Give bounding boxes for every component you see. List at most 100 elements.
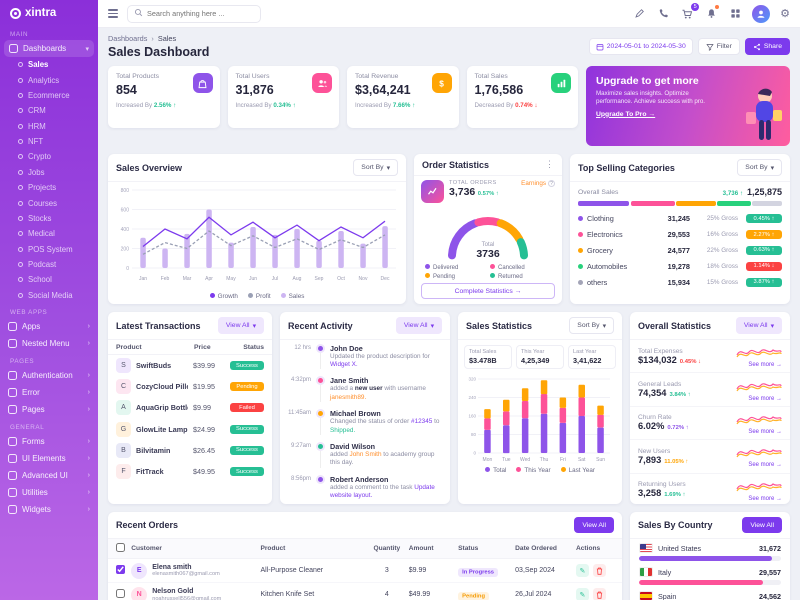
sidebar-item-advanced-ui[interactable]: Advanced UI › [0, 467, 98, 484]
transaction-row-bilvitamin[interactable]: B Bilvitamin $26.45 Success [108, 440, 272, 461]
sidebar-item-label: Dashboards [23, 44, 67, 53]
recent-orders-card: Recent Orders View All Customer Product Qu… [108, 512, 622, 600]
sidebar-subitem-medical[interactable]: Medical [0, 226, 98, 241]
edit-button[interactable]: ✎ [575, 564, 589, 578]
upgrade-link[interactable]: Upgrade To Pro → [596, 110, 656, 118]
product-thumbnail: S [116, 358, 131, 374]
cart-icon[interactable]: 5 [680, 2, 700, 21]
transaction-row-fittrack[interactable]: F FitTrack $49.95 Success [108, 461, 272, 482]
country-progress-fill [639, 580, 763, 585]
sidebar-item-nested-menu[interactable]: Nested Menu › [0, 335, 98, 352]
see-more-link[interactable]: See more → [748, 395, 782, 402]
sales-overview-sort-button[interactable]: Sort By ▾ [353, 159, 398, 176]
search-input[interactable] [147, 9, 254, 18]
recent-orders-view-all-button[interactable]: View All [574, 517, 614, 533]
see-more-link[interactable]: See more → [748, 495, 782, 502]
sales-statistics-title: Sales Statistics [466, 320, 533, 331]
sidebar-item-apps[interactable]: Apps › [0, 318, 98, 335]
breadcrumb: Dashboards › Sales [108, 34, 209, 43]
legend-item[interactable]: Growth [209, 293, 238, 300]
sidebar-subitem-social-media[interactable]: Social Media [0, 288, 98, 303]
sidebar-subitem-label: Podcast [28, 260, 57, 270]
sidebar-subitem-pos-system[interactable]: POS System [0, 242, 98, 257]
menu-toggle-icon[interactable] [108, 9, 118, 18]
complete-statistics-button[interactable]: Complete Statistics → [421, 283, 555, 299]
sales-by-country-view-all-button[interactable]: View All [742, 517, 782, 533]
breadcrumb-root[interactable]: Dashboards [108, 34, 148, 43]
activity-view-all-button[interactable]: View All ▾ [395, 317, 442, 334]
app-logo[interactable]: xintra [0, 0, 98, 25]
filter-button[interactable]: Filter [697, 38, 740, 55]
row-checkbox[interactable] [116, 565, 125, 575]
kpi-label: Total Revenue [355, 73, 399, 80]
settings-gear-icon[interactable]: ⚙ [780, 8, 790, 20]
delete-button[interactable] [592, 564, 606, 578]
kpi-label: Total Products [116, 73, 160, 80]
legend-item[interactable]: Profit [247, 293, 271, 300]
transaction-row-swiftbuds[interactable]: S SwiftBuds $39.99 Success [108, 355, 272, 376]
sales-statistics-sort-button[interactable]: Sort By ▾ [569, 317, 614, 334]
earnings-link[interactable]: Earnings? [521, 180, 555, 187]
legend-item[interactable]: Total [485, 467, 506, 474]
sidebar-subitem-sales[interactable]: Sales [0, 57, 98, 72]
sidebar-subitem-crypto[interactable]: Crypto [0, 149, 98, 164]
customer-email: noahrussell556@gmail.com [152, 595, 222, 600]
top-selling-sort-button[interactable]: Sort By ▾ [737, 159, 782, 176]
date-range-picker[interactable]: 2024-05-01 to 2024-05-30 [588, 38, 693, 55]
sidebar-item-ui-elements[interactable]: UI Elements › [0, 450, 98, 467]
sidebar-subitem-nft[interactable]: NFT [0, 134, 98, 149]
sidebar-item-dashboards[interactable]: Dashboards ▾ [4, 40, 94, 57]
overall-statistics-view-all-button[interactable]: View All ▾ [735, 317, 782, 334]
sidebar-item-error[interactable]: Error › [0, 384, 98, 401]
notifications-bell-icon[interactable] [704, 4, 720, 21]
sidebar-item-utilities[interactable]: Utilities › [0, 484, 98, 501]
transactions-view-all-button[interactable]: View All ▾ [217, 317, 264, 334]
see-more-link[interactable]: See more → [748, 362, 782, 369]
sidebar-item-label: UI Elements [22, 454, 66, 463]
sidebar-subitem-podcast[interactable]: Podcast [0, 257, 98, 272]
category-gross: 25% Gross [706, 215, 738, 223]
category-row-electronics: Electronics 29,553 16% Gross 2.27% ↑ [578, 227, 782, 243]
sidebar-item-widgets[interactable]: Widgets › [0, 501, 98, 518]
sidebar-subitem-crm[interactable]: CRM [0, 103, 98, 118]
sidebar-section-label: Pages [10, 358, 35, 365]
activity-user: David Wilson [330, 442, 376, 452]
users-icon [312, 73, 332, 93]
product-price: $24.99 [193, 424, 215, 434]
legend-item[interactable]: Last Year [560, 467, 595, 474]
edit-button[interactable]: ✎ [575, 588, 589, 600]
sidebar-subitem-school[interactable]: School [0, 272, 98, 287]
transaction-row-cozycloud-pillow[interactable]: C CozyCloud Pillow $19.95 Pending [108, 376, 272, 397]
select-all-checkbox[interactable] [116, 543, 125, 552]
sidebar-item-label: Pages [22, 405, 45, 414]
sidebar-subitem-label: HRM [28, 121, 46, 131]
activity-text: added a new user with username janesmith… [330, 385, 426, 401]
see-more-link[interactable]: See more → [748, 462, 782, 469]
legend-item[interactable]: Sales [280, 293, 304, 300]
kebab-menu-icon[interactable]: ⋮ [545, 159, 554, 169]
pen-icon[interactable] [632, 7, 646, 21]
transaction-row-glowlite-lamp[interactable]: G GlowLite Lamp $24.99 Success [108, 419, 272, 440]
sidebar-item-pages[interactable]: Pages › [0, 401, 98, 418]
sidebar-subitem-courses[interactable]: Courses [0, 195, 98, 210]
user-avatar[interactable] [752, 4, 771, 23]
sidebar-subitem-projects[interactable]: Projects [0, 180, 98, 195]
row-checkbox[interactable] [116, 589, 125, 599]
delete-button[interactable] [592, 588, 606, 600]
transaction-row-aquagrip-bottle[interactable]: A AquaGrip Bottle $9.99 Failed [108, 397, 272, 418]
sidebar-subitem-stocks[interactable]: Stocks [0, 211, 98, 226]
sidebar-subitem-ecommerce[interactable]: Ecommerce [0, 88, 98, 103]
sidebar-subitem-hrm[interactable]: HRM [0, 119, 98, 134]
phone-icon[interactable] [656, 7, 670, 21]
legend-item[interactable]: This Year [516, 467, 551, 474]
sidebar-item-forms[interactable]: Forms › [0, 433, 98, 450]
top-selling-categories-card: Top Selling Categories Sort By ▾ Overall… [570, 154, 790, 304]
share-button[interactable]: Share [744, 38, 790, 55]
stat-label: New Users [638, 447, 671, 455]
stat-label: Total Expenses [638, 347, 683, 355]
sidebar-subitem-jobs[interactable]: Jobs [0, 165, 98, 180]
apps-grid-icon[interactable] [728, 7, 742, 21]
sidebar-subitem-analytics[interactable]: Analytics [0, 72, 98, 87]
sidebar-item-authentication[interactable]: Authentication › [0, 367, 98, 384]
see-more-link[interactable]: See more → [748, 428, 782, 435]
